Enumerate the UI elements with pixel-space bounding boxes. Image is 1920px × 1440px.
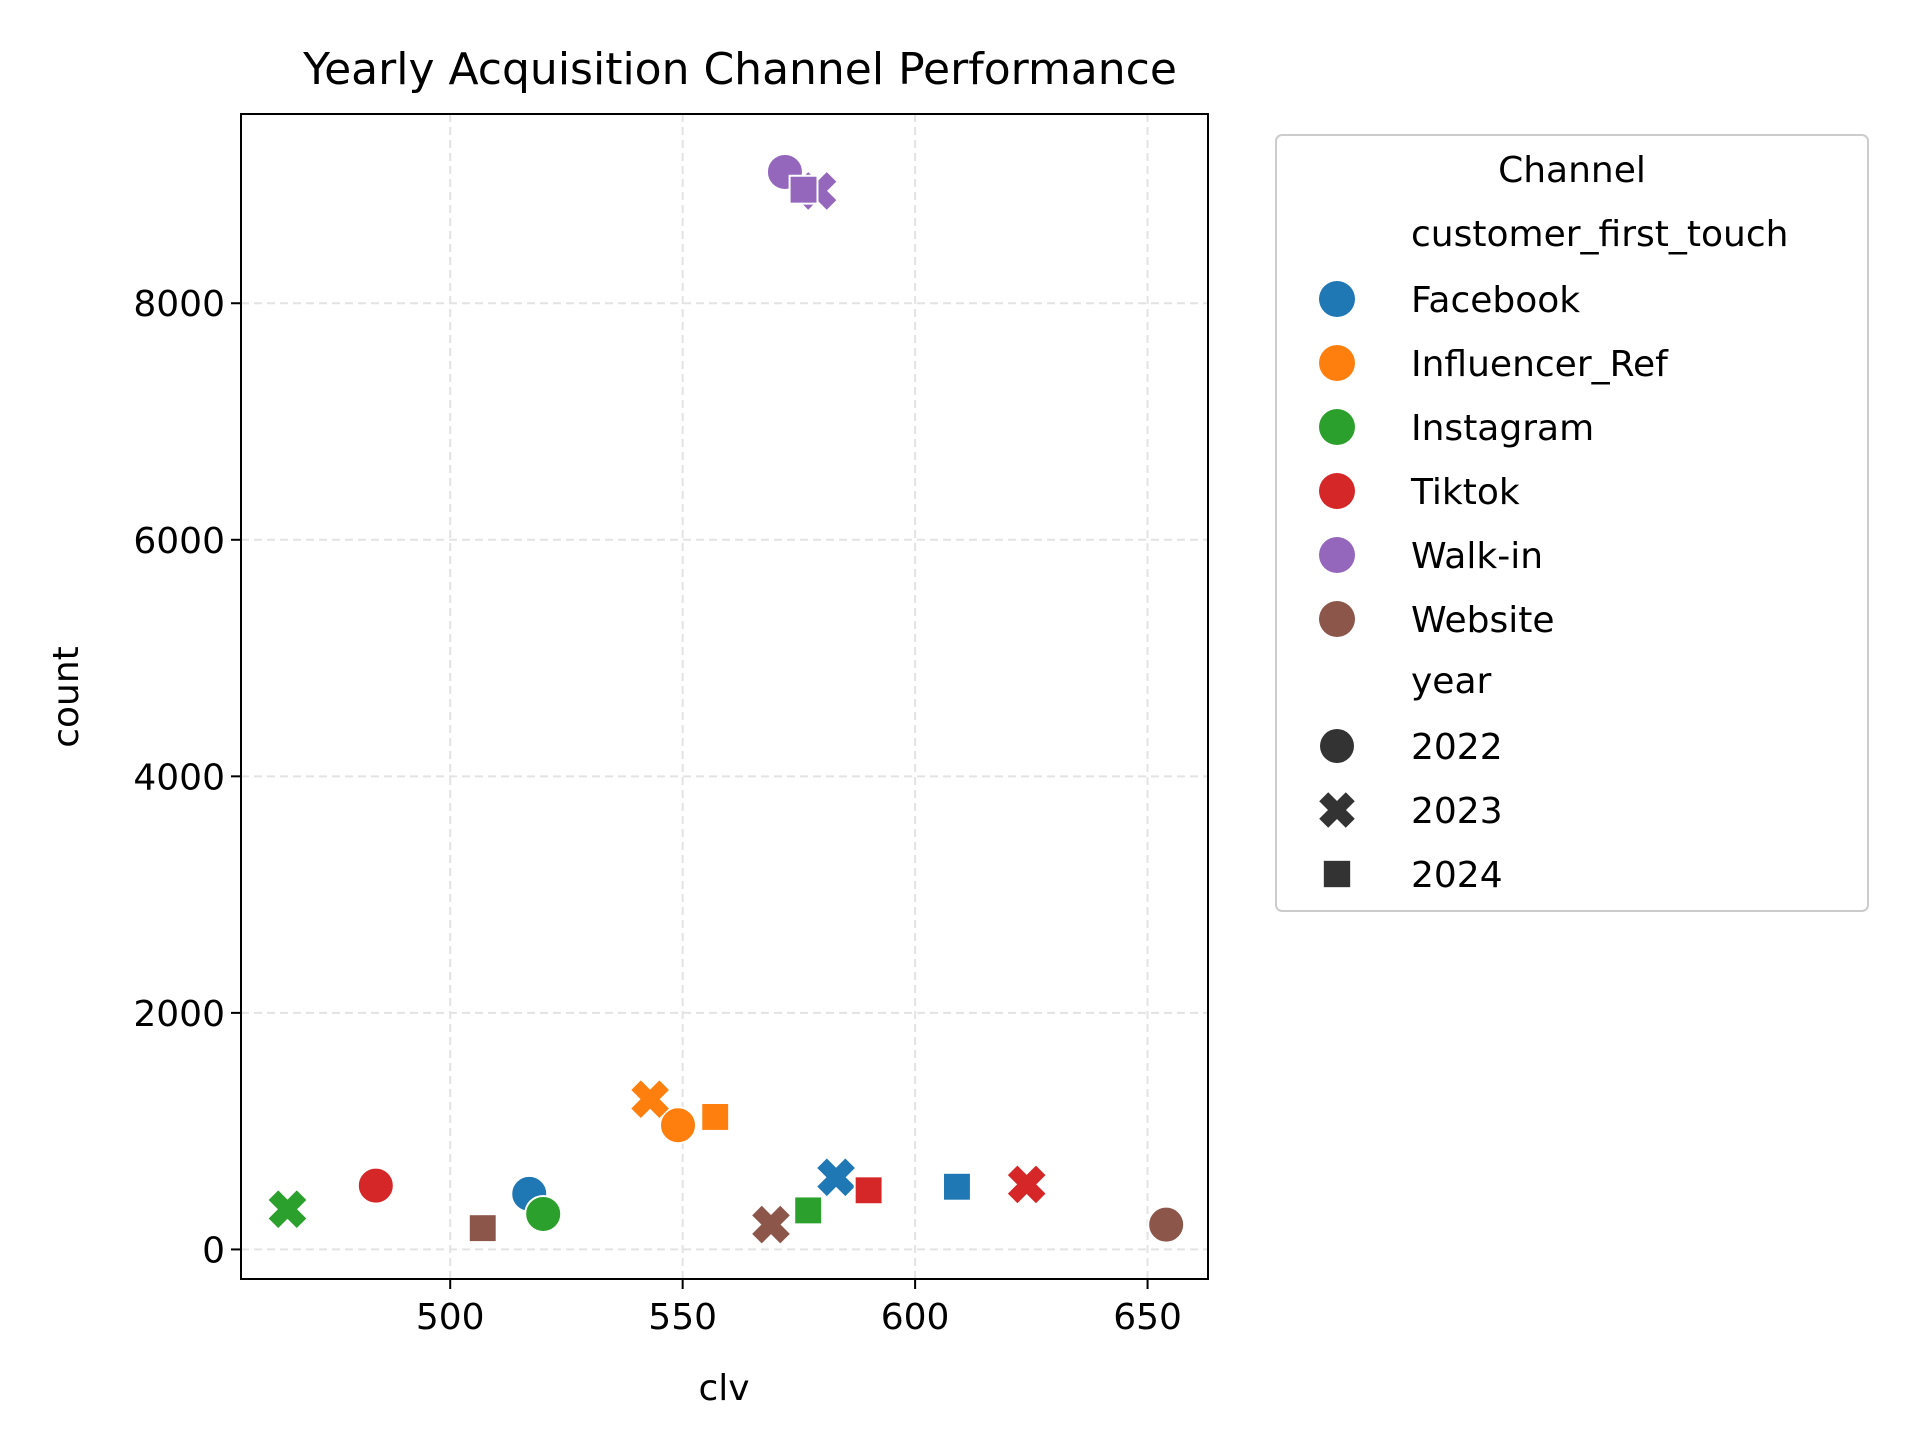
grid-lines — [241, 114, 1208, 1279]
legend-marker-influencer-ref — [1319, 345, 1355, 381]
data-point-tiktok-2022 — [356, 1166, 395, 1205]
chart-title: Yearly Acquisition Channel Performance — [302, 44, 1177, 95]
legend-label: 2023 — [1411, 791, 1503, 832]
legend-style-heading: year — [1411, 661, 1492, 702]
legend-marker-facebook — [1319, 281, 1355, 317]
data-point-influencer-ref-2024 — [700, 1102, 731, 1132]
legend: Channel customer_first_touch Facebook Inf… — [1275, 134, 1869, 912]
data-point-facebook-2023 — [815, 1157, 857, 1198]
legend-year-entries: 2022 2023 2024 — [1319, 727, 1503, 896]
y-tick-label: 8000 — [133, 284, 225, 325]
legend-hue-heading: customer_first_touch — [1411, 214, 1788, 255]
legend-label: 2024 — [1411, 855, 1503, 896]
data-points — [267, 152, 1186, 1245]
legend-label: Tiktok — [1410, 472, 1520, 513]
x-tick-label: 650 — [1113, 1297, 1182, 1338]
data-point-instagram-2022 — [524, 1194, 563, 1233]
y-axis-label: count — [46, 646, 87, 748]
data-point-website-2024 — [467, 1213, 498, 1244]
data-point-website-2023 — [750, 1204, 792, 1245]
x-tick-label: 600 — [881, 1297, 950, 1338]
y-tick-label: 4000 — [133, 757, 225, 798]
legend-label: Walk-in — [1411, 536, 1543, 577]
data-point-walk-in-2024 — [788, 174, 819, 205]
data-point-tiktok-2024 — [853, 1175, 884, 1206]
legend-label: Facebook — [1411, 280, 1580, 321]
data-point-website-2022 — [1147, 1205, 1186, 1244]
legend-channel-entries: Facebook Influencer_Ref Instagram Tiktok Wal… — [1319, 280, 1669, 641]
plot-area-frame — [240, 113, 1209, 1280]
data-point-influencer-ref-2023 — [629, 1078, 671, 1120]
legend-marker-tiktok — [1319, 473, 1355, 509]
legend-marker-year-2022 — [1320, 729, 1354, 763]
legend-title: Channel — [1498, 150, 1646, 191]
legend-label: 2022 — [1411, 727, 1503, 768]
data-point-tiktok-2023 — [1006, 1164, 1047, 1205]
x-axis-label: clv — [698, 1368, 749, 1409]
y-axis-ticks: 0 2000 4000 6000 8000 — [133, 284, 241, 1271]
data-point-instagram-2023 — [267, 1188, 308, 1230]
y-tick-label: 2000 — [133, 994, 225, 1035]
y-tick-label: 6000 — [133, 521, 225, 562]
x-tick-label: 500 — [416, 1297, 485, 1338]
legend-marker-year-2024 — [1323, 860, 1351, 888]
data-point-instagram-2024 — [793, 1195, 824, 1226]
y-tick-label: 0 — [202, 1230, 225, 1271]
x-tick-label: 550 — [648, 1297, 717, 1338]
x-axis-ticks: 500 550 600 650 — [416, 1279, 1182, 1338]
legend-frame — [1275, 134, 1869, 912]
data-point-influencer-ref-2022 — [659, 1106, 698, 1145]
legend-marker-instagram — [1319, 409, 1355, 445]
legend-marker-website — [1319, 601, 1355, 637]
legend-marker-walk-in — [1319, 537, 1355, 573]
legend-label: Instagram — [1411, 408, 1594, 449]
legend-label: Influencer_Ref — [1411, 344, 1669, 385]
legend-marker-year-2023 — [1319, 792, 1355, 828]
data-point-facebook-2024 — [942, 1171, 972, 1202]
legend-label: Website — [1411, 600, 1555, 641]
